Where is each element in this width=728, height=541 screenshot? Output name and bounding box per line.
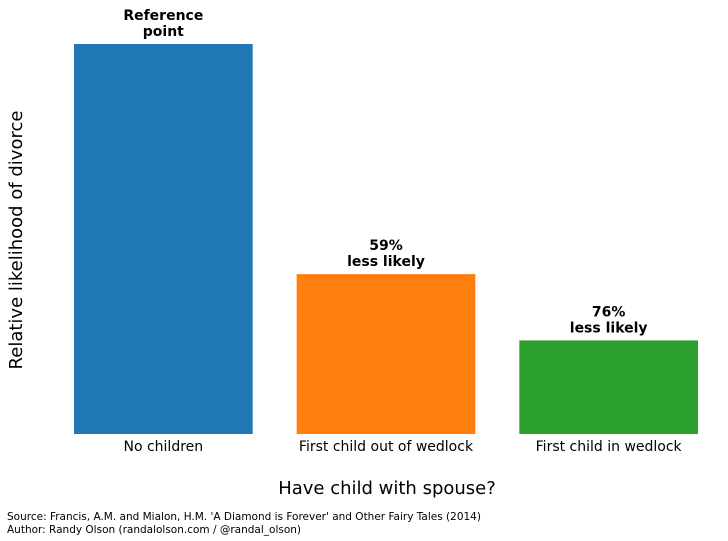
x-axis-label: Have child with spouse? <box>278 478 496 499</box>
y-axis-label: Relative likelihood of divorce <box>6 111 27 370</box>
x-tick-label-3: First child in wedlock <box>536 439 683 455</box>
bar-1 <box>74 44 253 434</box>
bar-2 <box>296 274 476 434</box>
bar-3 <box>519 340 698 434</box>
author-credit: Author: Randy Olson (randalolson.com / @… <box>7 524 302 536</box>
x-tick-label-1: No children <box>123 439 203 455</box>
bar-label-3: 76% less likely <box>570 304 648 336</box>
x-tick-label-2: First child out of wedlock <box>299 439 474 455</box>
bar-label-1: Reference point <box>123 8 203 40</box>
source-credit: Source: Francis, A.M. and Mialon, H.M. '… <box>7 511 481 523</box>
bars <box>74 44 698 434</box>
bar-labels: Reference point 59% less likely 76% less like… <box>123 8 647 336</box>
x-tick-labels: No children First child out of wedlock Fir… <box>123 439 682 455</box>
bar-label-2: 59% less likely <box>347 238 425 270</box>
